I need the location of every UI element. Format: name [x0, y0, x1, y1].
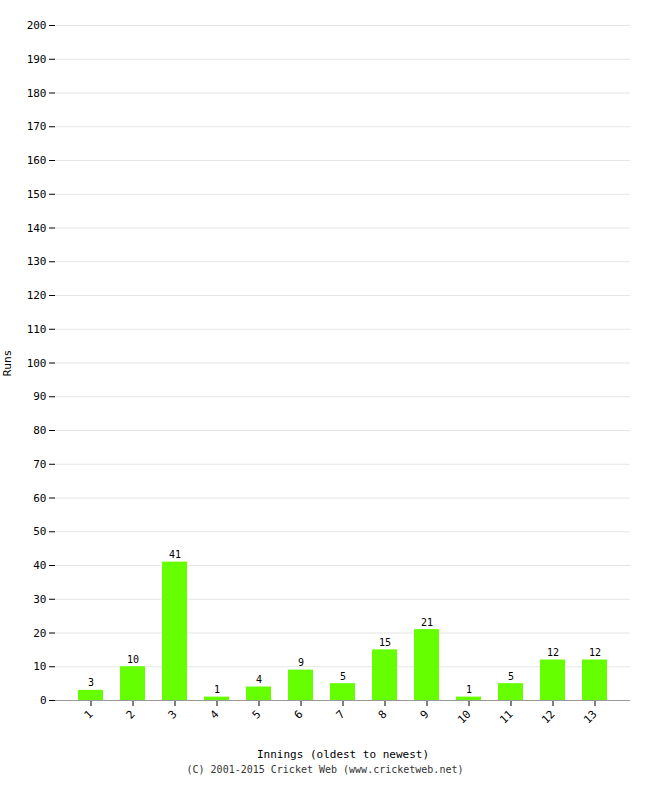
svg-text:Runs: Runs — [1, 350, 14, 377]
svg-text:Innings (oldest to newest): Innings (oldest to newest) — [257, 748, 429, 761]
svg-text:4: 4 — [256, 674, 262, 685]
svg-text:60: 60 — [33, 492, 46, 505]
svg-text:160: 160 — [27, 154, 47, 167]
svg-text:2: 2 — [124, 708, 138, 722]
svg-text:3: 3 — [166, 708, 180, 722]
svg-text:200: 200 — [27, 19, 47, 32]
svg-text:1: 1 — [82, 708, 96, 722]
svg-text:180: 180 — [27, 87, 47, 100]
svg-text:20: 20 — [33, 627, 46, 640]
svg-text:150: 150 — [27, 188, 47, 201]
svg-text:50: 50 — [33, 525, 46, 538]
svg-text:190: 190 — [27, 53, 47, 66]
svg-text:10: 10 — [33, 660, 46, 673]
svg-text:11: 11 — [497, 708, 516, 727]
svg-text:9: 9 — [298, 657, 304, 668]
svg-text:10: 10 — [127, 654, 139, 665]
svg-text:5: 5 — [340, 671, 346, 682]
svg-text:130: 130 — [27, 255, 47, 268]
svg-text:170: 170 — [27, 120, 47, 133]
svg-text:12: 12 — [547, 647, 559, 658]
svg-text:7: 7 — [334, 708, 348, 722]
svg-text:41: 41 — [169, 549, 181, 560]
svg-text:100: 100 — [27, 357, 47, 370]
svg-text:90: 90 — [33, 390, 46, 403]
svg-text:10: 10 — [455, 708, 474, 727]
svg-text:0: 0 — [40, 694, 47, 707]
svg-text:140: 140 — [27, 222, 47, 235]
svg-text:6: 6 — [292, 708, 306, 722]
html-text:(C) 2001-2015 Cricket Web (www: (C) 2001-2015 Cricket Web (www.cricketwe… — [186, 764, 464, 775]
svg-text:12: 12 — [539, 708, 558, 727]
svg-text:5: 5 — [250, 708, 264, 722]
svg-text:9: 9 — [418, 708, 432, 722]
svg-text:5: 5 — [508, 671, 514, 682]
svg-text:70: 70 — [33, 458, 46, 471]
svg-text:80: 80 — [33, 424, 46, 437]
svg-text:12: 12 — [589, 647, 601, 658]
svg-text:1: 1 — [466, 684, 472, 695]
svg-text:110: 110 — [27, 323, 47, 336]
svg-text:15: 15 — [379, 637, 391, 648]
svg-text:8: 8 — [376, 708, 390, 722]
svg-text:40: 40 — [33, 559, 46, 572]
svg-text:30: 30 — [33, 593, 46, 606]
svg-text:4: 4 — [208, 707, 222, 721]
svg-text:3: 3 — [88, 677, 94, 688]
svg-text:1: 1 — [214, 684, 220, 695]
svg-text:120: 120 — [27, 289, 47, 302]
svg-text:21: 21 — [421, 617, 433, 628]
svg-text:13: 13 — [581, 708, 600, 727]
